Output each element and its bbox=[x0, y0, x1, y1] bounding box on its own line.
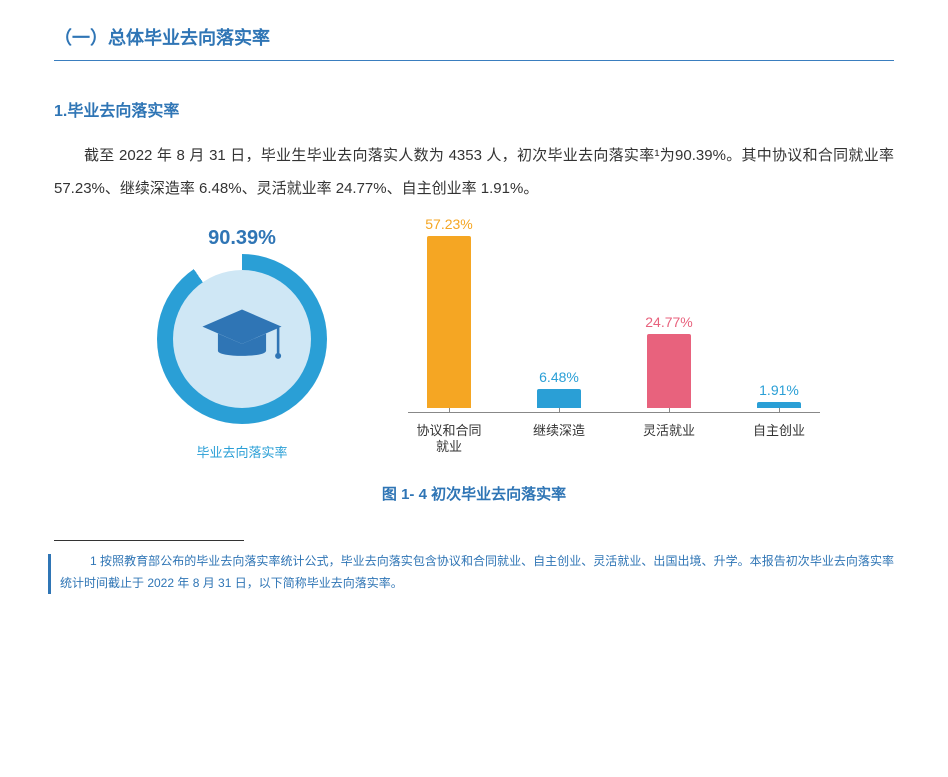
footnote-rule bbox=[54, 540, 244, 541]
bar-item: 6.48%继续深造 bbox=[522, 369, 596, 413]
bar-category-label: 协议和合同就业 bbox=[412, 423, 486, 456]
bar-category-label: 自主创业 bbox=[742, 423, 816, 439]
bar-rect bbox=[537, 389, 581, 408]
bar-value-label: 6.48% bbox=[539, 369, 579, 385]
figure-caption: 图 1- 4 初次毕业去向落实率 bbox=[54, 483, 894, 504]
graduation-cap-icon bbox=[199, 302, 285, 377]
bar-value-label: 24.77% bbox=[645, 314, 692, 330]
bar-item: 1.91%自主创业 bbox=[742, 382, 816, 413]
bar-rect bbox=[427, 236, 471, 408]
gauge-ring bbox=[157, 254, 327, 424]
gauge-percent-label: 90.39% bbox=[208, 227, 276, 250]
gauge-inner bbox=[173, 270, 311, 408]
bar-chart: 57.23%协议和合同就业6.48%继续深造24.77%灵活就业1.91%自主创… bbox=[412, 227, 816, 457]
footnote-accent-bar bbox=[48, 554, 51, 594]
gauge-block: 90.39% 毕业去向落实率 bbox=[132, 227, 352, 461]
figure-area: 90.39% 毕业去向落实率 57.23 bbox=[54, 227, 894, 461]
body-paragraph: 截至 2022 年 8 月 31 日，毕业生毕业去向落实人数为 4353 人，初… bbox=[54, 139, 894, 205]
bar-value-label: 57.23% bbox=[425, 216, 472, 232]
bar-axis bbox=[408, 412, 820, 413]
footnote-block: 1 按照教育部公布的毕业去向落实率统计公式，毕业去向落实包含协议和合同就业、自主… bbox=[54, 540, 894, 594]
bar-item: 57.23%协议和合同就业 bbox=[412, 216, 486, 413]
gauge-caption: 毕业去向落实率 bbox=[196, 442, 287, 461]
footnote-text: 1 按照教育部公布的毕业去向落实率统计公式，毕业去向落实包含协议和合同就业、自主… bbox=[54, 551, 894, 594]
section-heading: （一）总体毕业去向落实率 bbox=[54, 18, 894, 61]
bar-value-label: 1.91% bbox=[759, 382, 799, 398]
bar-category-label: 灵活就业 bbox=[632, 423, 706, 439]
bar-item: 24.77%灵活就业 bbox=[632, 314, 706, 413]
sub-heading: 1.毕业去向落实率 bbox=[54, 97, 894, 121]
bar-category-label: 继续深造 bbox=[522, 423, 596, 439]
bar-rect bbox=[647, 334, 691, 408]
